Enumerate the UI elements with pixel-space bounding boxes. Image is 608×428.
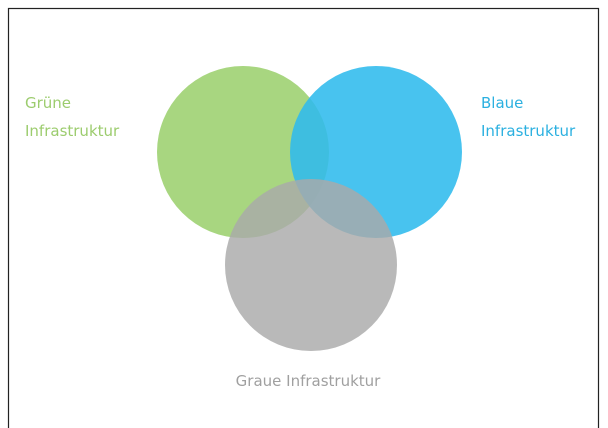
green-label-line: Infrastruktur [25, 122, 120, 140]
gray-label: Graue Infrastruktur [236, 372, 382, 390]
blue-label-line: Blaue [481, 94, 523, 112]
green-label-line: Grüne [25, 94, 71, 112]
blue-label-line: Infrastruktur [481, 122, 576, 140]
gray-circle [225, 179, 397, 351]
